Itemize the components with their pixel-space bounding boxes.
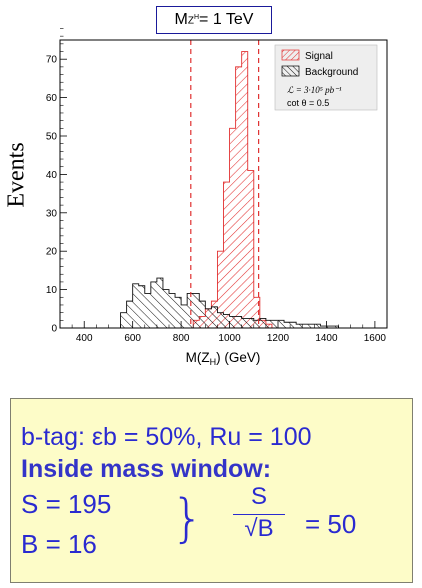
title-value: = 1 TeV (199, 11, 254, 28)
bar-background-900 (205, 308, 212, 328)
bar-background-750 (169, 293, 176, 328)
y-tick-label-0: 0 (51, 324, 57, 335)
bar-background-1025 (235, 316, 242, 328)
bar-background-850 (193, 293, 200, 328)
y-axis-label: Events (4, 142, 30, 207)
background-count: B = 16 (21, 529, 97, 559)
bar-background-1175 (271, 320, 278, 328)
bar-signal-950 (217, 251, 224, 328)
bar-signal-1050 (241, 51, 248, 329)
bar-background-1300 (302, 324, 309, 328)
legend-signal-label: Signal (305, 51, 333, 62)
info-panel: b-tag: εb = 50%, Ru = 100 Inside mass wi… (10, 398, 413, 583)
bar-background-950 (217, 312, 224, 328)
x-tick-label-1200: 1200 (267, 333, 290, 344)
bar-background-775 (175, 297, 182, 328)
bar-background-625 (138, 285, 145, 328)
fraction-denominator: √B (244, 515, 274, 542)
y-tick-label-20: 20 (46, 247, 58, 258)
signal-count: S = 195 (21, 489, 112, 519)
bar-signal-1025 (235, 66, 242, 328)
legend-background-label: Background (305, 67, 358, 78)
bar-background-1225 (284, 322, 291, 328)
x-tick-label-800: 800 (173, 333, 190, 344)
bar-background-650 (144, 293, 151, 328)
bar-background-1275 (296, 324, 303, 328)
x-tick-label-1600: 1600 (364, 333, 387, 344)
bar-background-1325 (308, 324, 315, 328)
bar-background-1425 (332, 326, 339, 328)
bar-signal-1100 (253, 297, 260, 328)
bar-background-1375 (320, 326, 327, 328)
bar-background-1400 (326, 326, 333, 328)
bar-background-825 (187, 293, 194, 328)
x-axis-label: M(ZH) (GeV) (186, 350, 261, 367)
legend-cot-text: cot θ = 0.5 (287, 98, 329, 108)
legend: Signal Background ℒ = 3·10⁵ pb⁻¹ cot θ =… (274, 44, 378, 111)
bar-background-1150 (265, 320, 272, 328)
bar-background-875 (199, 301, 206, 328)
bar-signal-975 (223, 182, 230, 328)
y-tick-label-30: 30 (46, 208, 58, 219)
y-tick-label-40: 40 (46, 170, 58, 181)
title-box: M ZH = 1 TeV (156, 6, 272, 34)
bar-background-1100 (253, 320, 260, 328)
bar-signal-1000 (229, 128, 236, 328)
fraction: S √B (233, 483, 285, 543)
bar-signal-1075 (247, 170, 254, 328)
mass-window-line: Inside mass window: (21, 455, 272, 483)
fraction-bar (233, 514, 285, 515)
fraction-numerator: S (250, 483, 267, 510)
bar-background-600 (132, 283, 139, 328)
bar-background-1075 (247, 318, 254, 328)
legend-lumi-text: ℒ = 3·10⁵ pb⁻¹ (287, 85, 342, 95)
brace-icon: } (171, 489, 205, 549)
legend-signal-swatch (281, 49, 300, 61)
bar-background-1000 (229, 316, 236, 328)
bar-background-1350 (314, 324, 321, 328)
bar-background-1200 (278, 320, 285, 328)
bar-background-675 (150, 281, 157, 328)
title-main: M (174, 11, 188, 28)
bar-background-800 (181, 304, 188, 328)
bar-background-700 (156, 278, 163, 328)
y-tick-label-60: 60 (46, 93, 58, 104)
bar-background-1250 (290, 322, 297, 328)
x-tick-label-400: 400 (76, 333, 93, 344)
btag-line: b-tag: εb = 50%, Ru = 100 (21, 423, 312, 451)
y-tick-label-50: 50 (46, 132, 58, 143)
series-outline-background (120, 277, 375, 329)
x-tick-label-1000: 1000 (218, 333, 241, 344)
legend-background-swatch (281, 65, 300, 77)
bar-background-925 (211, 306, 218, 328)
bar-background-550 (120, 312, 127, 328)
bar-background-975 (223, 314, 230, 328)
bar-background-1125 (259, 318, 266, 328)
y-tick-label-70: 70 (46, 55, 58, 66)
plot-frame (59, 39, 388, 329)
chart: 0 10 20 30 40 50 60 70 400 600 800 1000 1200 1400 1600… (4, 28, 388, 367)
bar-background-575 (126, 301, 133, 328)
x-tick-label-1400: 1400 (315, 333, 338, 344)
bar-background-725 (162, 289, 169, 328)
x-tick-label-600: 600 (124, 333, 141, 344)
y-tick-label-10: 10 (46, 285, 58, 296)
title-sub: ZH (187, 13, 200, 27)
bar-background-1050 (241, 318, 248, 328)
result-value: = 50 (305, 509, 357, 539)
